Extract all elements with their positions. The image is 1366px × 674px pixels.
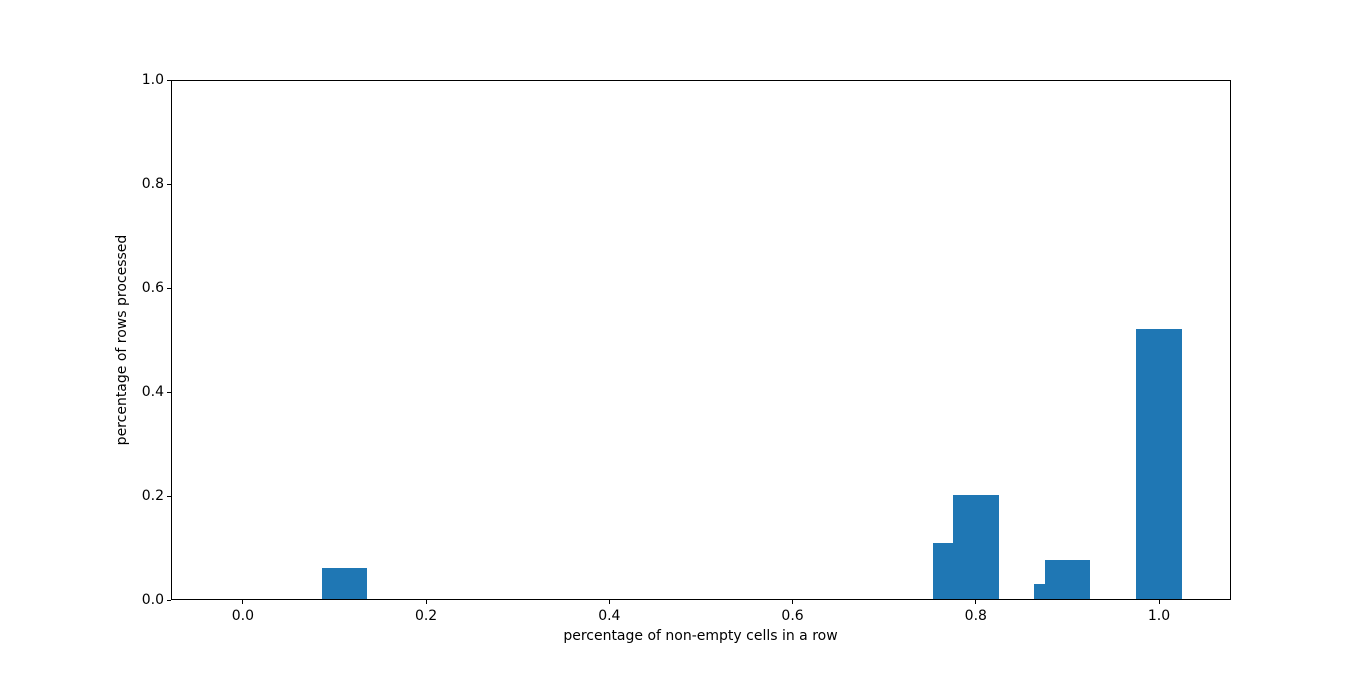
y-axis-label: percentage of rows processed (114, 234, 130, 446)
plot-area-border (170, 80, 1231, 600)
y-tick-label: 1.0 (141, 72, 164, 88)
y-tick-label: 0.6 (141, 280, 164, 296)
x-tick-label: 0.2 (414, 608, 438, 624)
x-tick-label: 1.0 (1147, 608, 1171, 624)
x-tick-mark (608, 600, 610, 604)
y-tick-mark (166, 79, 171, 81)
y-tick-label: 0.0 (141, 592, 164, 608)
y-tick-mark (166, 183, 171, 185)
x-tick-label: 0.6 (781, 608, 804, 624)
y-tick-label: 0.8 (141, 176, 164, 192)
y-tick-mark (166, 599, 171, 601)
y-tick-mark (166, 391, 171, 393)
x-tick-mark (975, 600, 977, 604)
x-axis-label: percentage of non-empty cells in a row (563, 628, 838, 644)
x-tick-mark (425, 600, 427, 604)
x-tick-mark (1158, 600, 1160, 604)
bar (321, 567, 368, 600)
bar (1136, 328, 1182, 600)
x-tick-label: 0.8 (964, 608, 987, 624)
y-tick-label: 0.4 (141, 384, 164, 400)
x-tick-label: 0.0 (231, 608, 254, 624)
x-tick-mark (242, 600, 244, 604)
y-tick-label: 0.2 (141, 488, 164, 504)
bar (952, 495, 999, 600)
y-tick-mark (166, 287, 171, 289)
bar (1044, 559, 1091, 600)
x-tick-mark (792, 600, 794, 604)
x-tick-label: 0.4 (598, 608, 621, 624)
y-tick-mark (166, 495, 171, 497)
